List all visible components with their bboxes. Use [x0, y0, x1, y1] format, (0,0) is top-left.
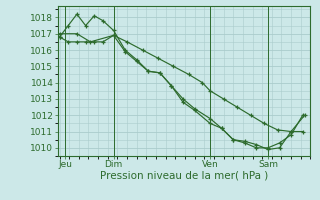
X-axis label: Pression niveau de la mer( hPa ): Pression niveau de la mer( hPa ): [100, 171, 268, 181]
